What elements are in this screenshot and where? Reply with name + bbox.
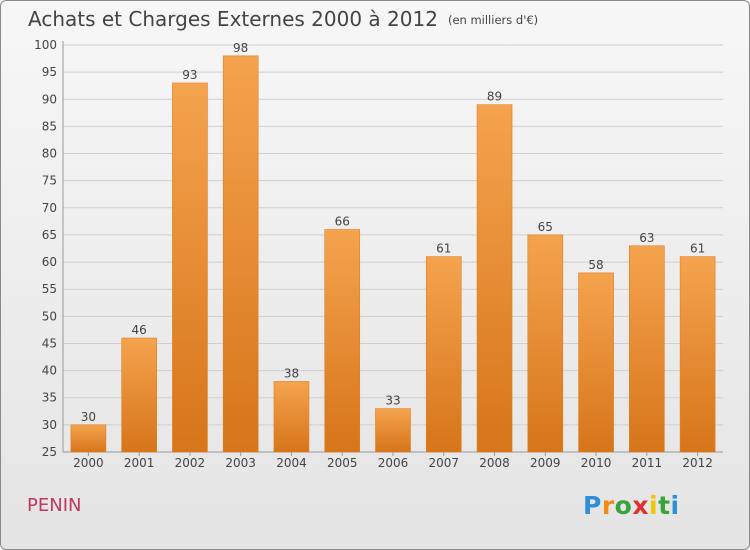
y-tick-label: 40	[42, 364, 57, 378]
bar	[629, 245, 665, 453]
x-tick-label: 2003	[225, 456, 256, 470]
bar-value-label: 33	[385, 394, 400, 408]
y-tick-label: 25	[42, 445, 57, 459]
bar	[679, 256, 716, 453]
y-tick-label: 35	[42, 391, 57, 405]
x-tick-label: 2000	[73, 456, 104, 470]
chart-unit-label: (en milliers d'€)	[447, 13, 539, 27]
y-tick-label: 70	[42, 201, 57, 215]
y-tick-label: 75	[42, 174, 57, 188]
x-tick-label: 2007	[428, 456, 459, 470]
logo-letter: P	[583, 491, 602, 520]
logo-letter: r	[601, 491, 615, 520]
y-tick-label: 90	[42, 92, 57, 106]
y-tick-label: 100	[34, 38, 57, 52]
x-tick-label: 2010	[581, 456, 612, 470]
x-tick-label: 2006	[378, 456, 409, 470]
bar	[425, 256, 462, 453]
y-tick-label: 65	[42, 228, 57, 242]
bar-value-label: 63	[639, 231, 654, 245]
bar	[222, 55, 259, 453]
bar	[121, 337, 157, 453]
y-tick-label: 50	[42, 309, 57, 323]
y-tick-label: 30	[42, 418, 57, 432]
x-tick-label: 2002	[175, 456, 206, 470]
bar-value-label: 61	[690, 242, 705, 256]
commune-name: PENIN	[27, 495, 82, 516]
bar-value-label: 38	[284, 366, 299, 380]
x-tick-label: 2012	[682, 456, 713, 470]
logo-letter: x	[632, 491, 649, 520]
chart-title: Achats et Charges Externes 2000 à 2012 (e…	[28, 7, 538, 31]
bar-value-label: 58	[588, 258, 603, 272]
y-tick-label: 85	[42, 119, 57, 133]
bar	[527, 234, 564, 453]
proxiti-logo: Proxiti	[583, 491, 680, 520]
y-tick-label: 60	[42, 255, 57, 269]
y-tick-label: 80	[42, 147, 57, 161]
x-tick-label: 2001	[124, 456, 155, 470]
logo-letter: i	[670, 491, 680, 520]
bar	[375, 408, 411, 453]
bar-value-label: 89	[487, 90, 502, 104]
bar-value-label: 30	[81, 410, 96, 424]
x-tick-label: 2009	[530, 456, 561, 470]
x-tick-label: 2011	[632, 456, 663, 470]
logo-letter: t	[658, 491, 671, 520]
bar	[172, 82, 208, 453]
bar	[324, 229, 361, 453]
x-tick-label: 2008	[479, 456, 510, 470]
logo-letter: i	[649, 491, 659, 520]
y-tick-label: 45	[42, 336, 57, 350]
bar-value-label: 98	[233, 41, 248, 55]
bar	[476, 104, 513, 453]
bar	[70, 424, 107, 453]
y-tick-label: 95	[42, 65, 57, 79]
logo-letter: o	[614, 491, 633, 520]
x-tick-label: 2004	[276, 456, 307, 470]
bar-value-label: 61	[436, 242, 451, 256]
bar	[273, 381, 310, 453]
bar-value-label: 93	[182, 68, 197, 82]
bar-value-label: 65	[538, 220, 553, 234]
chart-title-text: Achats et Charges Externes 2000 à 2012	[28, 7, 438, 31]
bar	[578, 272, 614, 453]
bar-value-label: 66	[335, 215, 350, 229]
bar-value-label: 46	[132, 323, 147, 337]
y-tick-label: 55	[42, 282, 57, 296]
x-tick-label: 2005	[327, 456, 358, 470]
